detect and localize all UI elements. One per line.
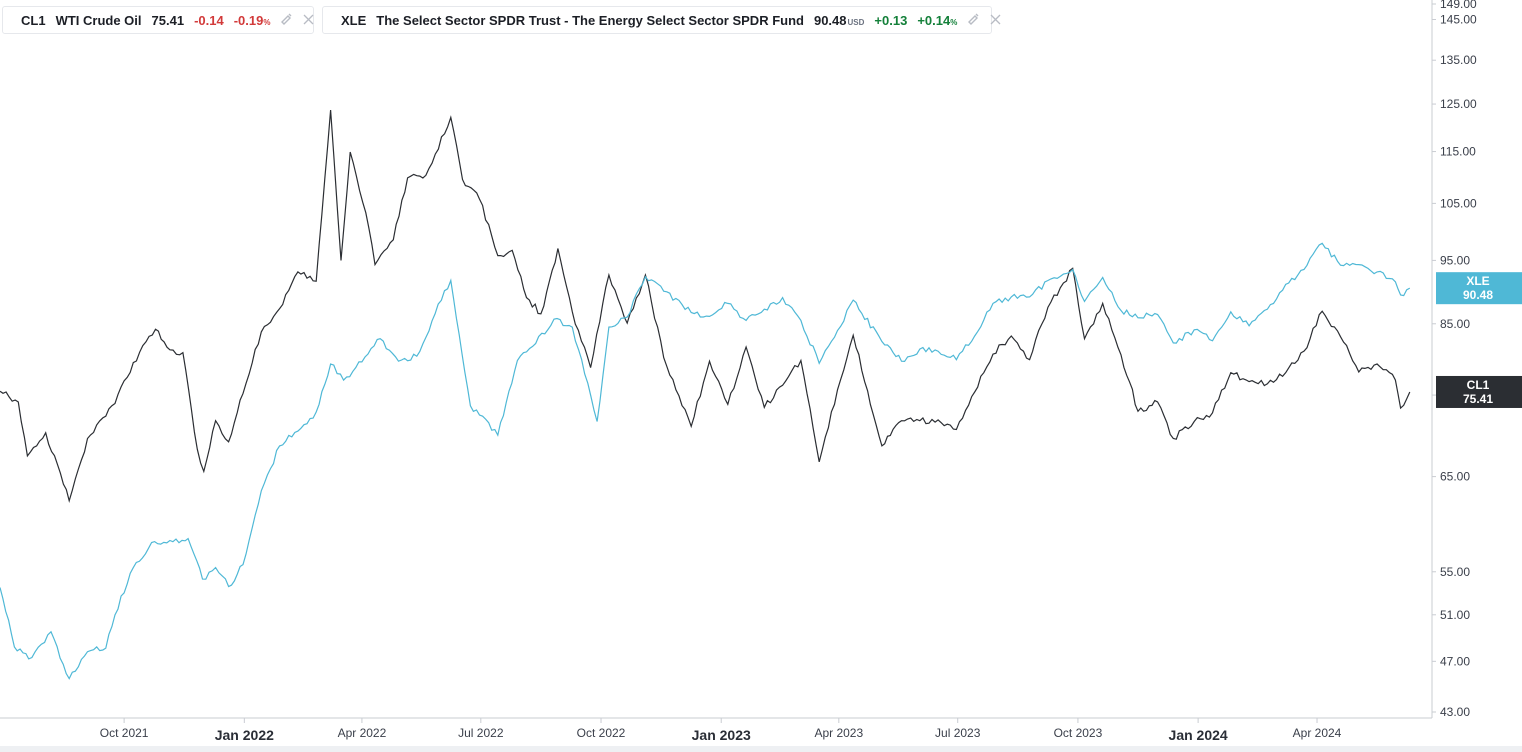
settings-icon[interactable] (280, 12, 293, 28)
legend-name: The Select Sector SPDR Trust - The Energ… (376, 12, 804, 28)
x-tick-label: Jan 2022 (215, 727, 274, 743)
legend-change-pct: +0.14% (917, 13, 957, 28)
x-tick-label: Apr 2024 (1293, 726, 1342, 740)
series-line-cl1[interactable] (0, 109, 1411, 504)
x-axis: Oct 2021 Jan 2022 Apr 2022 Jul 2022 Oct 2022… (100, 718, 1342, 743)
y-tick-label: 51.00 (1440, 608, 1470, 622)
legend-pct-sign: % (950, 17, 958, 27)
x-tick-label: Oct 2021 (100, 726, 149, 740)
legend-xle[interactable]: XLE The Select Sector SPDR Trust - The E… (322, 6, 1001, 34)
x-tick-label: Jul 2022 (458, 726, 504, 740)
y-tick-label: 55.00 (1440, 565, 1470, 579)
price-badge-symbol: XLE (1466, 274, 1489, 288)
price-badge-bg (1436, 272, 1522, 305)
legend-price: 75.41 (151, 12, 185, 28)
legend-cl1[interactable]: CL1 WTI Crude Oil 75.41 -0.14 -0.19% (2, 6, 314, 34)
legend-change-pct-value: -0.19 (233, 12, 264, 28)
y-tick-label: 125.00 (1440, 97, 1477, 111)
y-tick-label: 43.00 (1440, 705, 1470, 719)
legend-pct-sign: % (263, 17, 271, 27)
legend-name: WTI Crude Oil (55, 12, 142, 28)
x-tick-label: Jan 2024 (1169, 727, 1228, 743)
y-tick-label: 47.00 (1440, 654, 1470, 668)
close-icon[interactable] (303, 13, 314, 28)
price-badge-bg (1436, 375, 1522, 408)
x-tick-label: Oct 2023 (1054, 726, 1103, 740)
legend-change-pct-value: +0.14 (917, 12, 951, 28)
y-tick-label: 149.00 (1440, 0, 1477, 11)
x-tick-label: Apr 2023 (814, 726, 863, 740)
legend-change-pct: -0.19% (234, 13, 271, 28)
price-badge-value: 75.41 (1463, 392, 1493, 406)
series-line-xle[interactable] (0, 242, 1411, 680)
y-tick-label: 65.00 (1440, 470, 1470, 484)
legend-symbol: CL1 (21, 12, 46, 28)
plot-area[interactable] (0, 109, 1411, 680)
legend-change: +0.13 (874, 12, 908, 28)
y-axis: 149.00 145.00 135.00 125.00 115.00 105.00 95.0… (1432, 0, 1477, 719)
y-tick-label: 85.00 (1440, 317, 1470, 331)
legend-currency: USD (847, 17, 865, 27)
y-tick-label: 115.00 (1440, 145, 1476, 159)
price-badge-symbol: CL1 (1467, 378, 1490, 392)
close-icon[interactable] (990, 13, 1001, 28)
price-badge-value: 90.48 (1463, 288, 1493, 302)
y-tick-label: 135.00 (1440, 53, 1477, 67)
legend-price-value: 90.48 (813, 12, 847, 28)
y-tick-label: 95.00 (1440, 253, 1470, 267)
x-tick-label: Apr 2022 (338, 726, 387, 740)
x-tick-label: Jan 2023 (692, 727, 751, 743)
x-tick-label: Oct 2022 (577, 726, 626, 740)
legend-change: -0.14 (194, 12, 224, 28)
y-tick-label: 105.00 (1440, 196, 1477, 210)
x-tick-label: Jul 2023 (935, 726, 981, 740)
bottom-scroll-strip[interactable] (0, 746, 1522, 752)
settings-icon[interactable] (967, 12, 980, 28)
legend-price: 90.48USD (814, 13, 864, 28)
legend-symbol: XLE (341, 12, 367, 28)
y-tick-label: 145.00 (1440, 13, 1477, 27)
